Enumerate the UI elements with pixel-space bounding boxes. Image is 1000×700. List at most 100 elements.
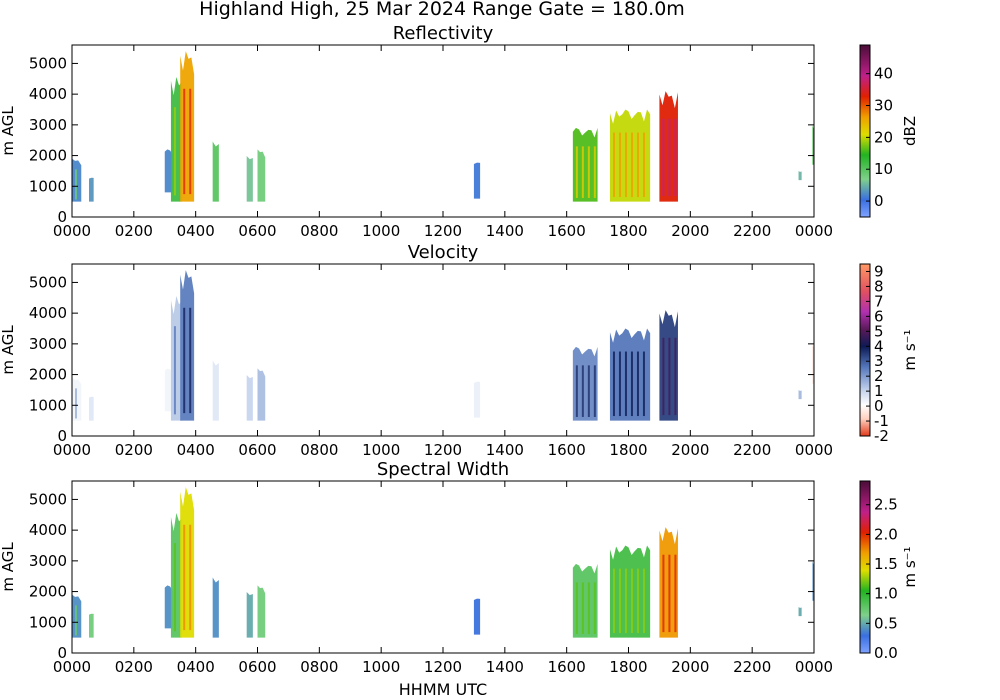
echo-cell (180, 487, 195, 638)
x-tick-label: 0600 (238, 222, 276, 240)
echo-core (581, 582, 584, 634)
echo-core (636, 132, 639, 198)
echo-cell (164, 585, 173, 629)
x-tick-label: 1800 (609, 658, 647, 676)
x-tick-label: 0000 (795, 222, 833, 240)
colorbar-tick-label: 2.5 (874, 496, 898, 514)
echo-cell (89, 613, 94, 638)
echo-cell (473, 162, 481, 199)
colorbar-tick-label: 8 (874, 277, 884, 295)
x-tick-label: 1000 (362, 658, 400, 676)
x-tick-label: 2000 (671, 222, 709, 240)
y-tick-label: 0 (57, 208, 67, 226)
echo-core (575, 365, 578, 417)
echo-core (642, 132, 645, 198)
x-tick-label: 0600 (238, 658, 276, 676)
echo-core (75, 388, 77, 419)
echo-cell (212, 577, 219, 638)
echo-core (636, 351, 639, 417)
echo-core (575, 582, 578, 634)
echo-core (75, 605, 77, 636)
echo-cell (89, 177, 94, 202)
colorbar-label: dBZ (901, 116, 919, 146)
colorbar-tick-label: 5 (874, 322, 884, 340)
y-tick-label: 5000 (29, 54, 67, 72)
echo-core (183, 88, 186, 195)
x-tick-label: 0600 (238, 441, 276, 459)
y-tick-label: 4000 (29, 304, 67, 322)
echo-cell (89, 396, 94, 421)
echo-cell (798, 171, 802, 181)
colorbar-tick-label: 9 (874, 262, 884, 280)
x-tick-label: 0800 (300, 441, 338, 459)
x-tick-label: 0400 (177, 658, 215, 676)
y-tick-label: 0 (57, 427, 67, 445)
plot-area (72, 45, 814, 217)
echo-core (674, 337, 677, 416)
echo-cell (473, 381, 481, 418)
y-tick-label: 2000 (29, 583, 67, 601)
colorbar-tick-label: -2 (874, 427, 889, 445)
echo-cell (572, 346, 598, 421)
echo-cell (572, 563, 598, 638)
x-tick-label: 0000 (53, 222, 91, 240)
x-tick-label: 1000 (362, 441, 400, 459)
echo-cell (212, 141, 219, 202)
echo-core (674, 118, 677, 197)
x-tick-label: 1400 (486, 222, 524, 240)
panel-title: Velocity (408, 242, 479, 263)
echo-core (624, 351, 627, 417)
echo-cell (798, 390, 802, 400)
echo-core (183, 524, 186, 631)
y-tick-label: 2000 (29, 147, 67, 165)
y-tick-label: 1000 (29, 396, 67, 414)
echo-core (173, 326, 176, 415)
y-tick-label: 3000 (29, 116, 67, 134)
colorbar-tick-label: 2 (874, 367, 884, 385)
echo-core (581, 365, 584, 417)
colorbar (859, 44, 871, 218)
echo-core (674, 554, 677, 633)
echo-cell (572, 127, 598, 202)
echo-cell (246, 375, 253, 421)
panel-2: Spectral Width 0000 0200 0400 0600 0800 1000 12… (0, 459, 919, 676)
echo-core (642, 351, 645, 417)
echo-core (189, 524, 192, 631)
echo-cell (257, 368, 266, 421)
echo-core (189, 307, 192, 414)
echo-cell (170, 296, 182, 421)
echo-core (189, 88, 192, 195)
x-tick-label: 2000 (671, 441, 709, 459)
x-tick-label: 0800 (300, 658, 338, 676)
x-tick-label: 1400 (486, 441, 524, 459)
echo-core (618, 351, 621, 417)
echo-core (630, 568, 633, 634)
y-tick-label: 5000 (29, 273, 67, 291)
y-axis-label: m AGL (0, 542, 17, 592)
x-tick-label: 0400 (177, 441, 215, 459)
echo-core (587, 365, 590, 417)
x-tick-label: 0800 (300, 222, 338, 240)
echo-core (662, 118, 665, 197)
x-tick-label: 1600 (548, 658, 586, 676)
echo-cell (164, 368, 173, 412)
echo-core (624, 568, 627, 634)
echo-core (630, 351, 633, 417)
echo-core (575, 146, 578, 198)
echo-core (173, 107, 176, 196)
x-tick-label: 0000 (795, 658, 833, 676)
y-tick-label: 5000 (29, 490, 67, 508)
echo-core (662, 554, 665, 633)
echo-core (662, 337, 665, 416)
colorbar-tick-label: -1 (874, 412, 889, 430)
colorbar-tick-label: 0.5 (874, 614, 898, 632)
panel-title: Reflectivity (393, 23, 494, 44)
colorbar-tick-label: 30 (874, 97, 893, 115)
figure-title: Highland High, 25 Mar 2024 Range Gate = … (199, 0, 685, 20)
echo-core (630, 132, 633, 198)
colorbar-label: m s⁻¹ (901, 329, 919, 370)
y-tick-label: 0 (57, 644, 67, 662)
plot-area (72, 481, 814, 653)
x-tick-label: 2200 (733, 441, 771, 459)
